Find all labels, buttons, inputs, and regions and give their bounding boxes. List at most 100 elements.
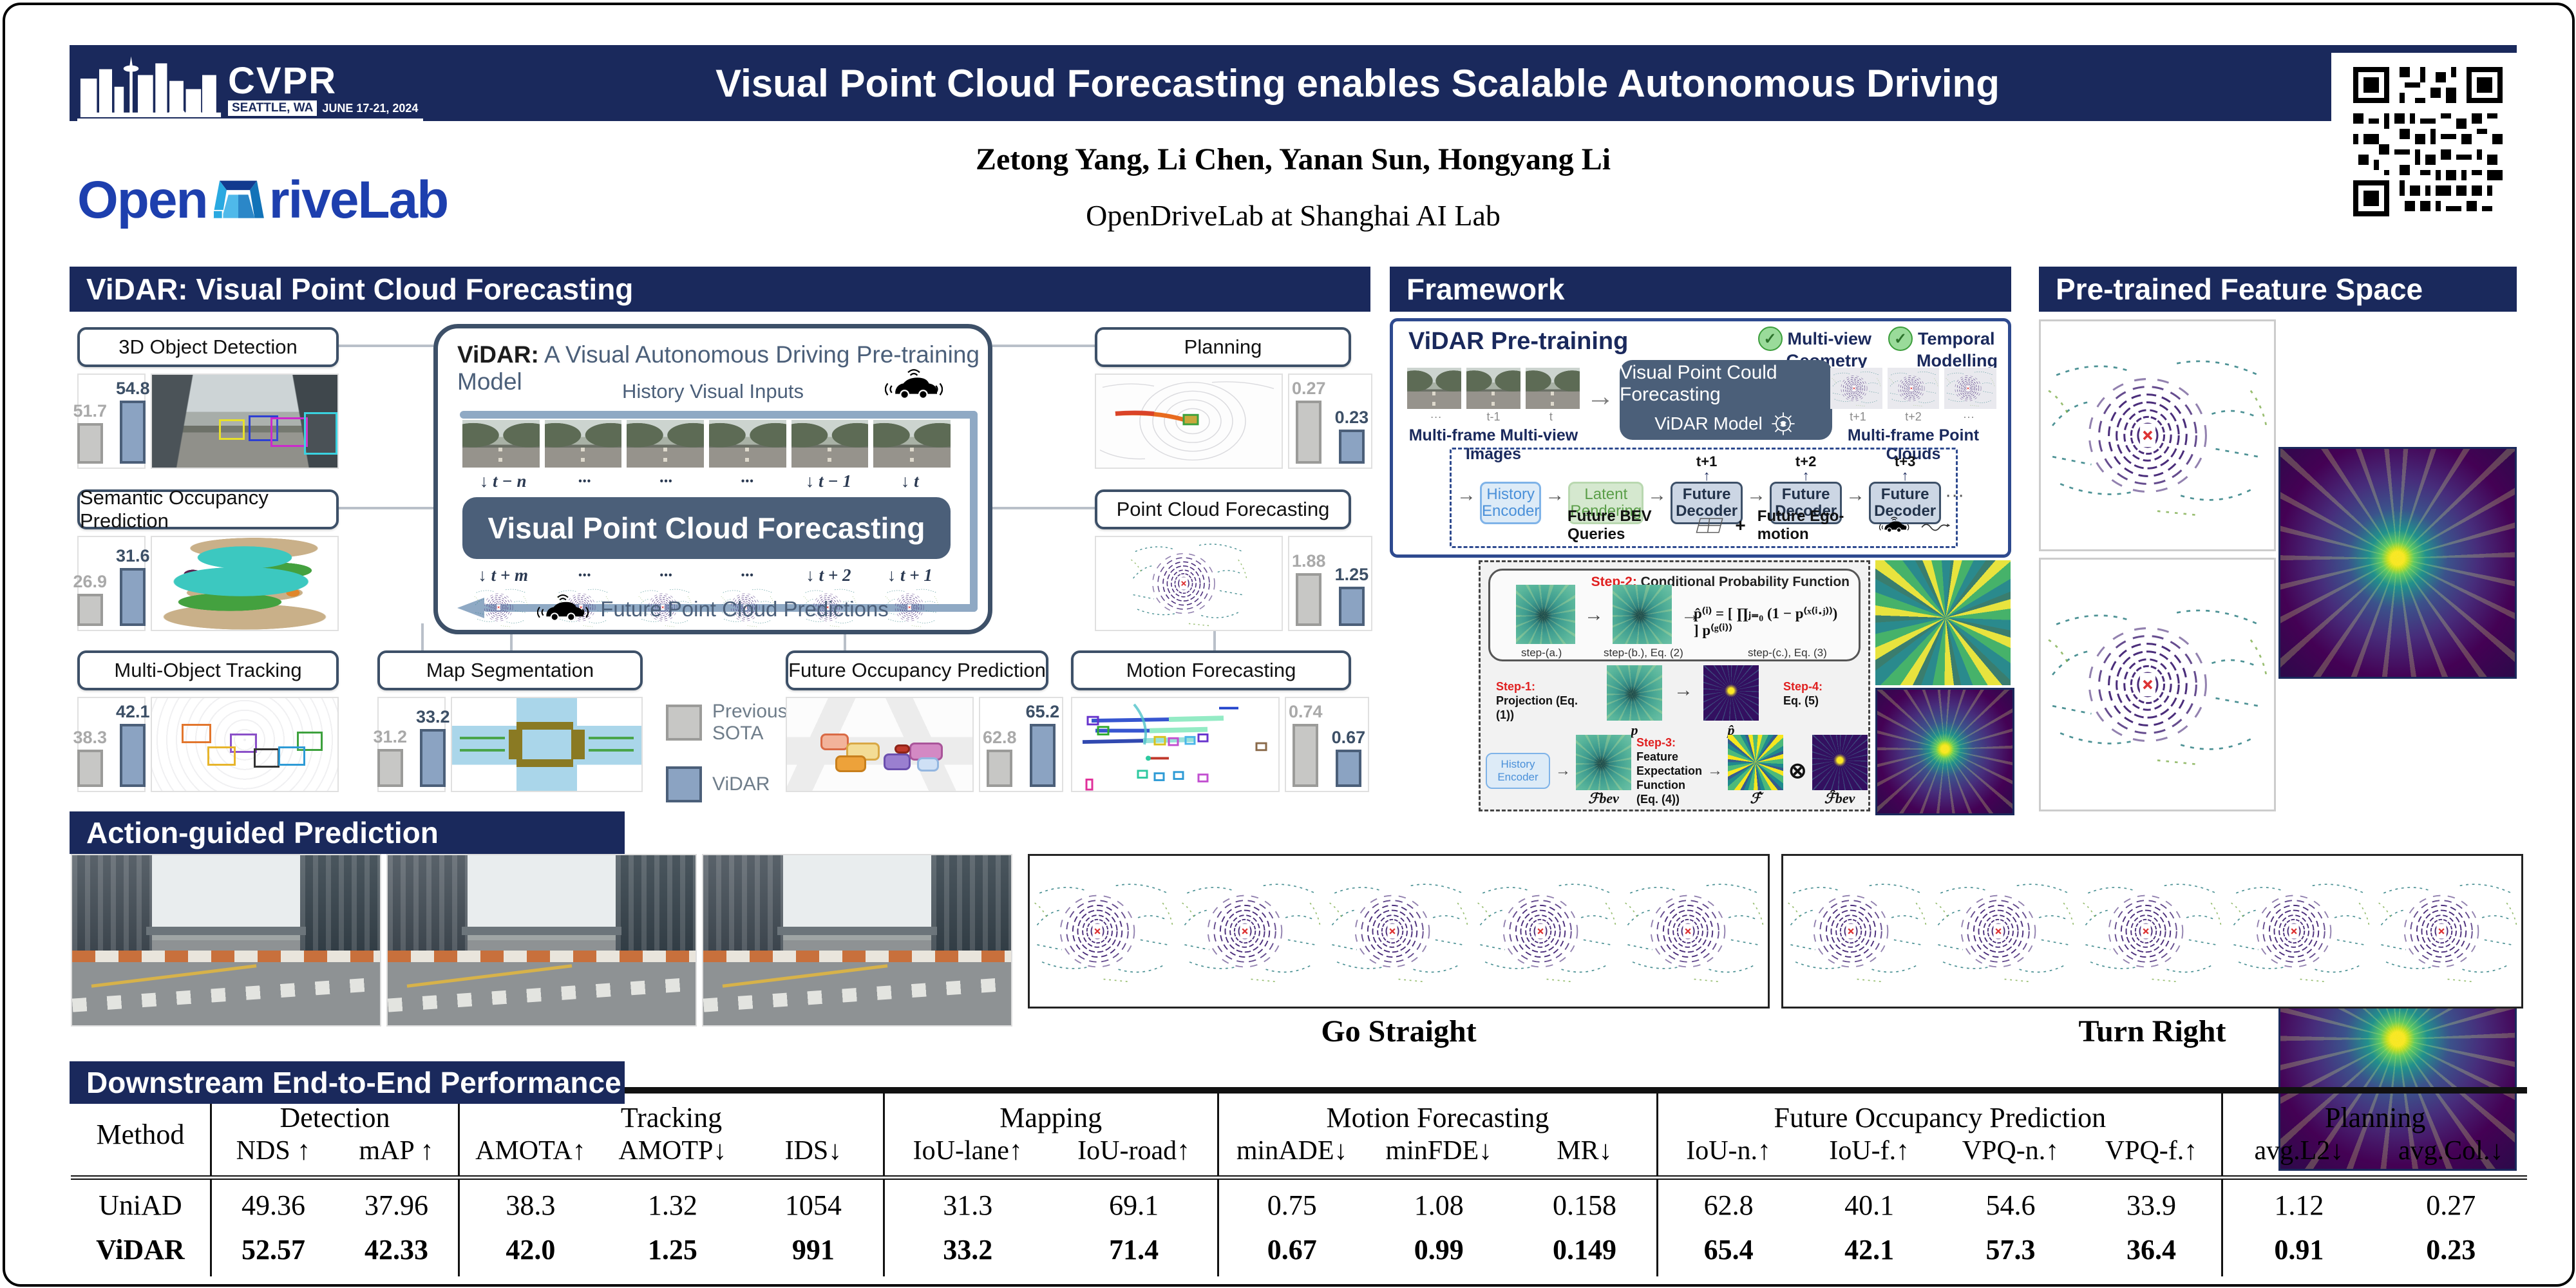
col-header: minADE↓: [1217, 1134, 1365, 1180]
col-header: IoU-road↑: [1050, 1134, 1218, 1180]
feature-map-fhat-bev: [1812, 735, 1868, 790]
mini-bar-chart: 26.9 31.6: [73, 536, 150, 631]
framework-inputs: ··· t-1 t Multi-frame Multi-view Images: [1407, 368, 1580, 464]
col-header: IoU-n.↑: [1656, 1134, 1799, 1180]
street-photo-1: [71, 854, 381, 1027]
badge-temporal-modelling: ✓ Temporal Modelling: [1888, 327, 1998, 371]
pipeline-row: → History Encoder → Latent Rendering → t…: [1457, 453, 1964, 524]
col-header: IDS↓: [743, 1134, 884, 1180]
caption-go-straight: Go Straight: [1321, 1014, 1477, 1048]
car-signal-icon: [1879, 515, 1909, 536]
time-label: ↓ t − n: [479, 471, 527, 491]
time-label: ···: [741, 565, 754, 585]
camera-frame: [1466, 368, 1520, 409]
input-time-labels: ↓ t − n ··· ··· ··· ↓ t − 1 ↓ t: [462, 471, 951, 491]
time-label: ···: [578, 471, 591, 491]
logo-text-rest: riveLab: [269, 171, 450, 229]
mini-bar-chart: 0.27 0.23: [1288, 374, 1373, 469]
seattle-skyline-icon: [80, 53, 222, 117]
task-panel-point-cloud-forecasting: Point Cloud Forecasting 1.88 1.25: [1095, 489, 1373, 631]
up-arrow-icon: ↑: [1802, 468, 1810, 484]
otimes-operator: ⊗: [1788, 759, 1807, 783]
panel-title: Motion Forecasting: [1071, 650, 1351, 690]
group-header-future-occupancy: Future Occupancy Prediction: [1656, 1090, 2222, 1134]
group-header-planning: Planning: [2221, 1090, 2527, 1134]
car-signal-icon: [885, 368, 943, 403]
point-cloud-frame: [1177, 856, 1325, 1007]
camera-frame: [1407, 368, 1461, 409]
flow-arrow: →: [1747, 484, 1766, 506]
legend-swatch-sota: [666, 705, 702, 741]
task-panel-planning: Planning 0.27 0.23: [1095, 327, 1373, 469]
flow-arrow: →: [1846, 484, 1866, 506]
future-decoder-2: t+2 ↑ Future Decoder: [1770, 453, 1842, 524]
connector-line: [844, 634, 846, 652]
future-decoder-3: t+3 ↑ Future Decoder: [1869, 453, 1942, 524]
vidar-value: 0.23: [1334, 408, 1369, 428]
authors: Zetong Yang, Li Chen, Yanan Sun, Hongyan…: [975, 142, 1611, 176]
section-header-table: Downstream End-to-End Performance: [70, 1061, 625, 1104]
camera-frame: [791, 420, 869, 468]
col-header: AMOTA↑: [458, 1134, 601, 1180]
conditional-probability-equation: p̂⁽ⁱ⁾ = [ ∏ⱼ₌₀ (1 − p⁽ˣ⁽ⁱ·ʲ⁾⁾) ] p⁽ᵍ⁽ⁱ⁾⁾: [1694, 605, 1838, 638]
panel-title: Future Occupancy Prediction: [786, 650, 1048, 690]
time-label: t-1: [1486, 410, 1501, 423]
future-occupancy-example-image: [786, 697, 974, 792]
flow-arrow: →: [1584, 604, 1604, 625]
occupancy-example-image: [151, 536, 339, 631]
bar-vidar: [420, 729, 446, 787]
tracking-example-image: [151, 697, 339, 792]
legend-label-vidar: ViDAR: [712, 773, 770, 795]
point-cloud-frame: [1325, 856, 1472, 1007]
history-encoder-box: History Encoder: [1486, 753, 1550, 789]
bar-vidar: [1338, 430, 1365, 464]
connector-line: [1213, 627, 1216, 652]
step3-label: Step-3: Feature Expectation Function (Eq…: [1636, 736, 1703, 806]
sota-value: 26.9: [73, 571, 107, 591]
connector-line: [339, 345, 433, 347]
step-c-label: step-(c.), Eq. (3): [1748, 647, 1827, 659]
point-cloud-frame: [1931, 856, 2078, 1007]
connector-line: [510, 634, 513, 652]
sota-value: 31.2: [373, 726, 407, 746]
task-panel-future-occupancy: Future Occupancy Prediction 62.8 65.2: [786, 650, 1064, 792]
mini-bar-chart: 62.8 65.2: [979, 697, 1064, 792]
vidar-value: 54.8: [116, 379, 150, 398]
bar-vidar: [1335, 749, 1361, 787]
sota-value: 1.88: [1292, 551, 1326, 571]
time-label: ···: [1430, 410, 1442, 423]
section-header-action: Action-guided Prediction: [70, 811, 625, 854]
motion-forecasting-example-image: [1071, 697, 1280, 792]
col-header: IoU-lane↑: [882, 1134, 1051, 1180]
bar-previous-sota: [987, 749, 1013, 787]
camera-frame: [544, 420, 622, 468]
opendrivelab-d-icon: [212, 180, 264, 218]
check-icon: ✓: [1757, 327, 1783, 351]
future-decoder-1: t+1 ↑ Future Decoder: [1671, 453, 1743, 524]
section-header-framework: Framework: [1390, 267, 2011, 312]
mini-bar-chart: 51.7 54.8: [73, 374, 150, 469]
pipeline-footer: Future BEV Queries + Future Ego-motion: [1567, 507, 1951, 544]
time-label: ···: [1963, 410, 1975, 423]
time-label: t+3: [1894, 453, 1916, 469]
flow-band: [970, 411, 978, 612]
point-cloud-frame: [1783, 856, 1931, 1007]
step2-box: Step-2: Conditional Probability Function…: [1488, 569, 1861, 661]
label-p-hat: p̂: [1727, 722, 1735, 738]
history-visual-inputs-label: History Visual Inputs: [622, 380, 804, 402]
vidar-value: 42.1: [116, 702, 150, 721]
time-label: ↓ t + 2: [806, 565, 851, 585]
panel-title: Planning: [1095, 327, 1351, 367]
bar-vidar: [1029, 724, 1056, 787]
point-cloud-frame: [1944, 368, 1997, 409]
vidar-value: 0.67: [1331, 727, 1366, 747]
framework-badges: ✓ Multi-view Geometry ✓ Temporal Modelling: [1757, 327, 1998, 371]
time-label: ···: [741, 471, 754, 491]
vidar-value: 31.6: [116, 546, 150, 566]
bev-grid-icon: [1696, 516, 1723, 535]
section-header-feature-space: Pre-trained Feature Space: [2039, 267, 2517, 312]
up-arrow-icon: ↑: [1901, 468, 1909, 484]
flow-arrow: →: [1555, 762, 1571, 779]
step4-label: Step-4: Eq. (5): [1783, 680, 1823, 707]
history-camera-frames: [462, 420, 951, 468]
